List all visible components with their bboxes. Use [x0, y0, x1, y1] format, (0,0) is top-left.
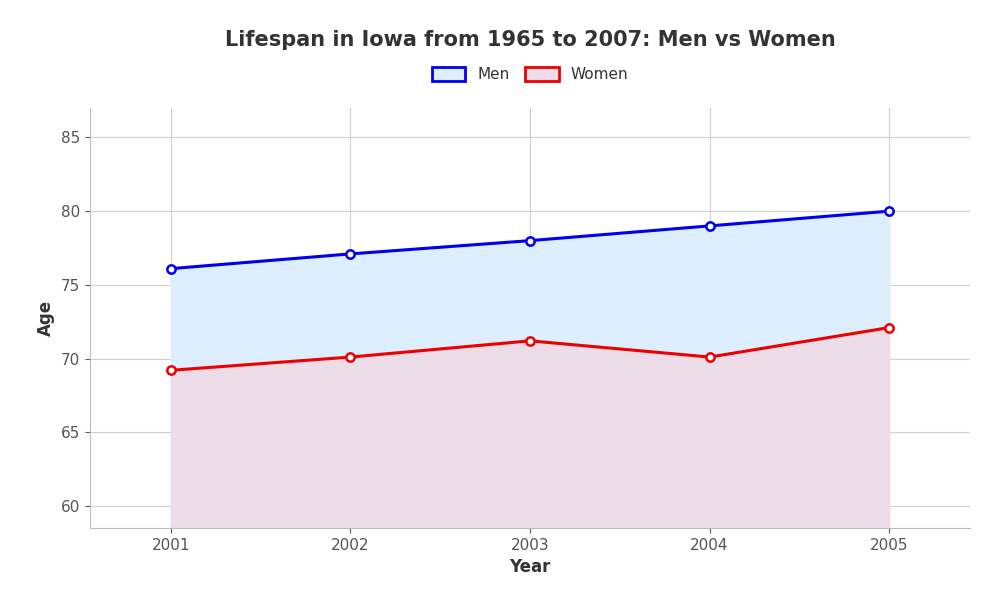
X-axis label: Year: Year [509, 558, 551, 576]
Title: Lifespan in Iowa from 1965 to 2007: Men vs Women: Lifespan in Iowa from 1965 to 2007: Men … [225, 29, 835, 49]
Legend: Men, Women: Men, Women [425, 61, 635, 88]
Y-axis label: Age: Age [37, 300, 55, 336]
